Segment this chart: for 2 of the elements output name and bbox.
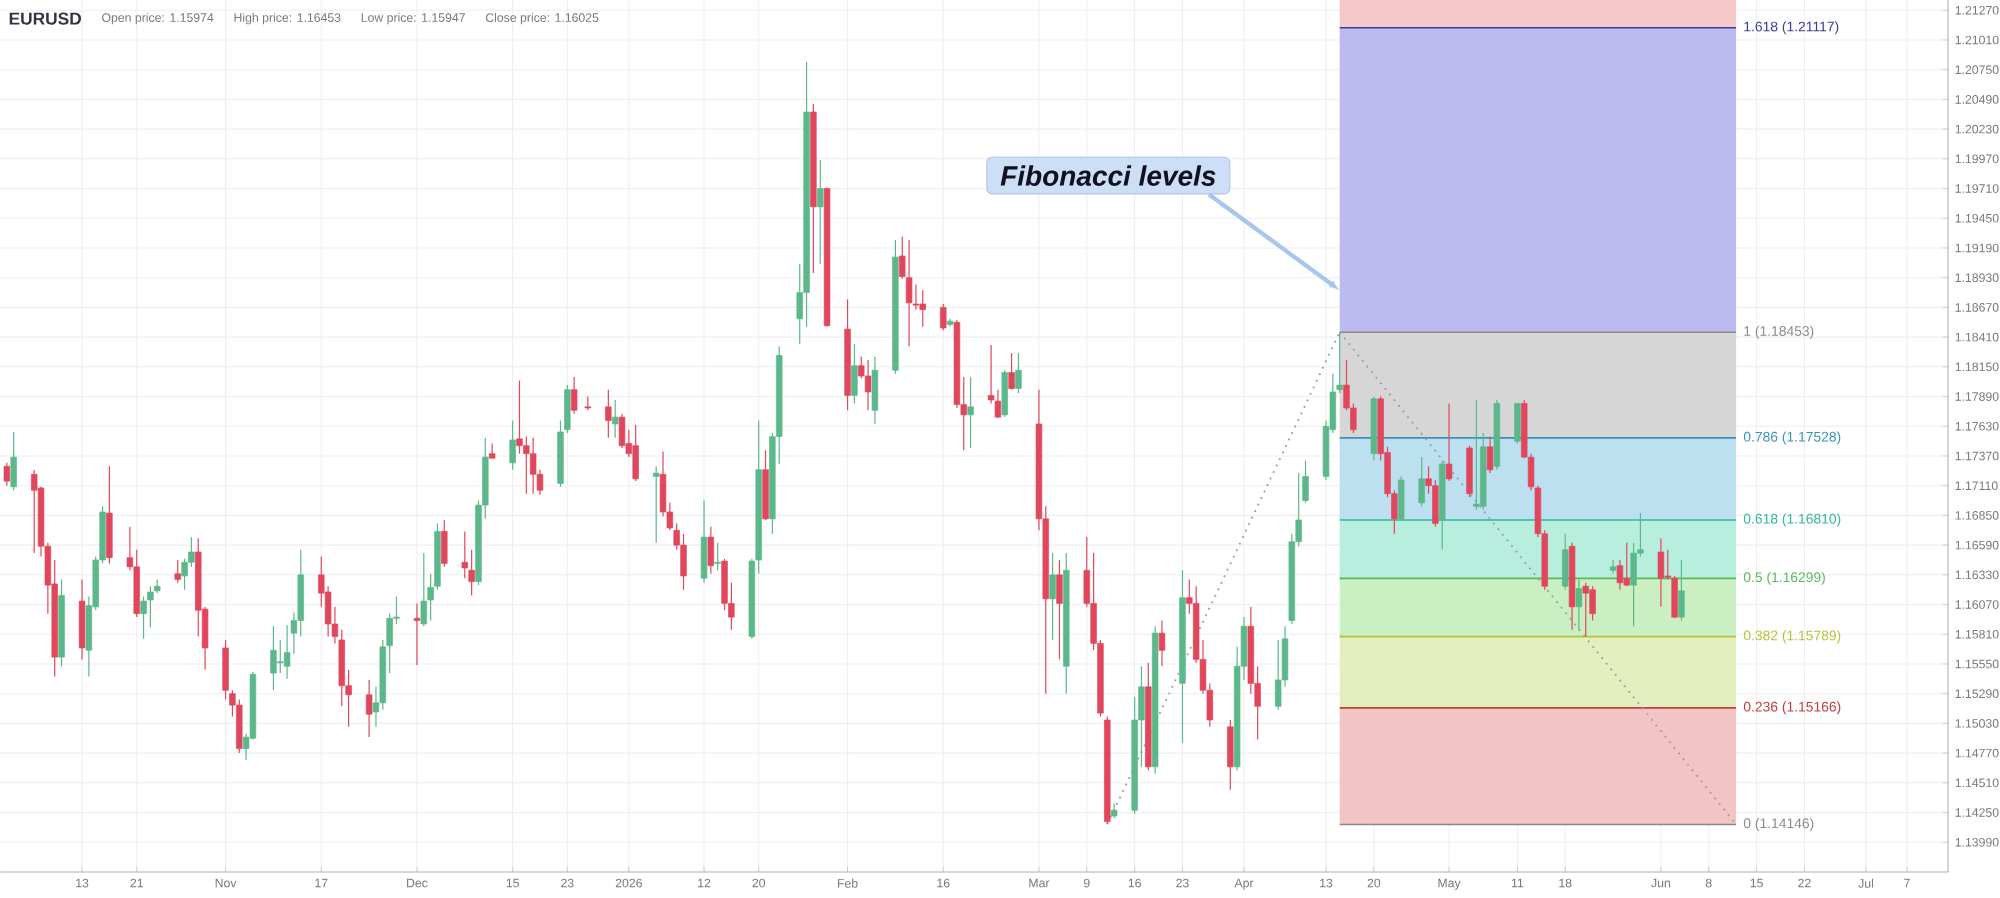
- annotation: Fibonacci levels: [1000, 165, 1216, 186]
- text: EURUSD: [9, 12, 82, 25]
